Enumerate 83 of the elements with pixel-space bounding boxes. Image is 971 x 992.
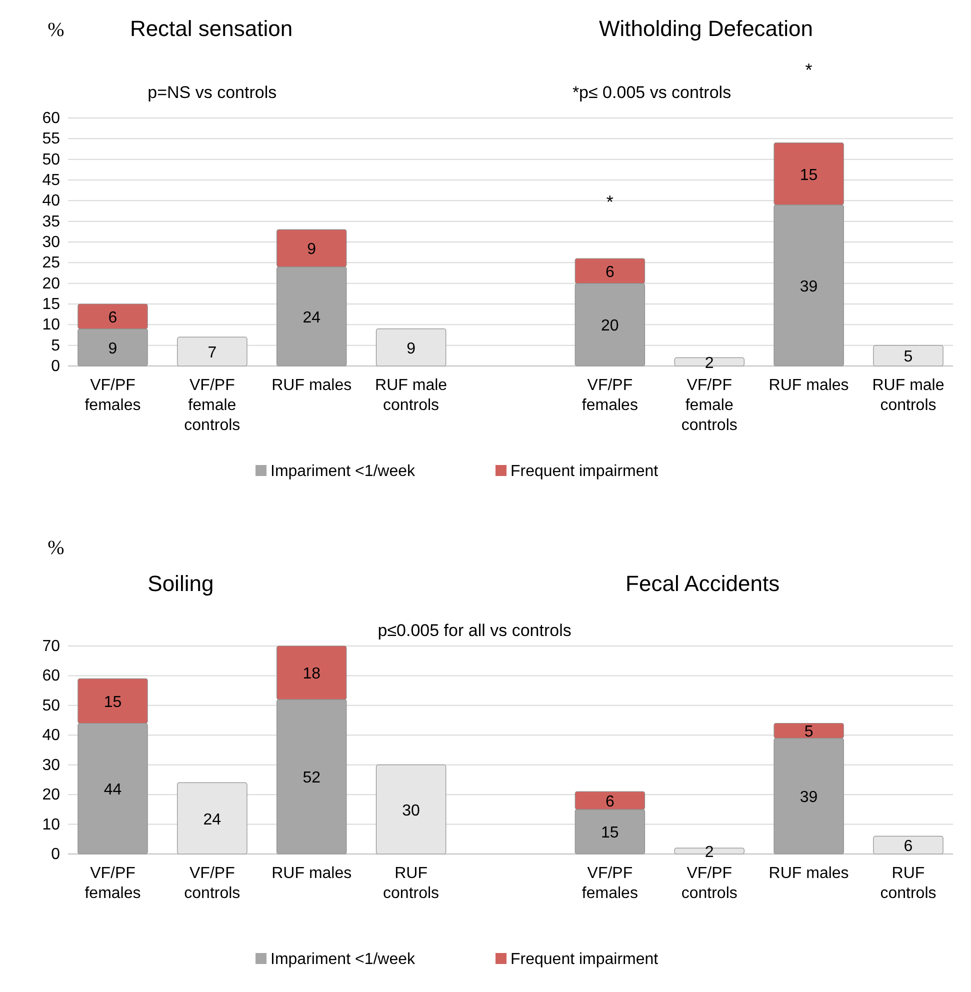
text: * [805,60,812,80]
data-label: 52 [302,770,321,787]
x-tick-label: RUF male controls [872,377,944,414]
data-label: 15 [104,694,122,711]
x-tick-label: RUF males [768,377,849,394]
annotation: * [606,192,614,212]
data-label: 2 [704,844,714,862]
y-tick-label: 50 [42,697,60,714]
bar [177,782,248,854]
x-tick-label: RUF controls [880,865,936,902]
legend-label: Frequent impairment [510,951,659,968]
y-tick-label: 15 [42,296,60,313]
data-label: 18 [302,666,321,683]
data-label: 9 [307,241,316,258]
y-tick-label: 10 [42,316,60,334]
x-tick-label: RUF male controls [375,377,448,414]
bar [873,345,944,366]
data-label: 24 [302,309,321,326]
x-tick-label: RUF males [768,865,849,882]
y-axis-title: % [48,19,64,41]
bar [873,836,944,854]
data-label: 6 [904,838,913,856]
y-tick-label: 30 [42,234,60,251]
x-tick-label: VF/PF females [582,377,638,414]
text: Fecal Accidents [626,571,780,596]
text: *p≤ 0.005 vs controls [572,83,732,102]
data-label: 2 [704,354,714,372]
data-label: 30 [402,802,420,820]
data-label: 9 [108,340,118,358]
data-label: 9 [406,340,416,358]
y-tick-label: 5 [51,337,60,354]
y-axis-title: % [48,537,64,559]
text: Soiling [148,571,214,596]
bar [674,357,744,366]
data-label: 6 [108,309,118,326]
data-label: 6 [605,794,614,811]
y-tick-label: 0 [51,846,60,863]
x-tick-label: VF/PF females [84,865,141,902]
x-tick-label: VF/PF females [582,865,638,902]
legend-label: Impariment <1/week [270,951,416,968]
bar [177,336,248,366]
y-tick-label: 35 [42,213,60,230]
legend-label: Impariment <1/week [270,463,416,480]
data-label: 5 [904,348,913,366]
x-tick-label: RUF males [272,377,352,394]
data-label: 7 [208,344,217,362]
x-tick-label: VF/PF females [84,377,141,414]
y-tick-label: 30 [42,756,60,774]
x-tick-label: VF/PF controls [184,865,240,902]
legend-label: Frequent impairment [510,463,659,480]
y-tick-label: 10 [42,816,60,834]
y-tick-label: 40 [42,192,60,210]
text: Rectal sensation [130,16,293,41]
text: Witholding Defecation [599,16,814,41]
y-tick-label: 25 [42,254,60,272]
data-label: 39 [800,789,818,806]
bar [376,764,446,854]
x-tick-label: VF/PF controls [681,865,738,902]
text: p≤0.005 for all vs controls [378,621,572,640]
data-label: 24 [203,811,222,828]
bar [376,328,446,366]
y-tick-label: 70 [42,638,60,655]
y-tick-label: 20 [42,786,60,804]
x-tick-label: RUF controls [383,865,440,902]
y-tick-label: 60 [42,110,60,127]
y-tick-label: 45 [42,172,60,189]
text: p=NS vs controls [148,83,277,102]
data-label: 15 [800,166,818,184]
y-tick-label: 50 [42,151,60,168]
y-tick-label: 55 [42,130,60,148]
x-tick-label: RUF males [272,865,352,882]
y-tick-label: 20 [42,275,60,292]
data-label: 39 [800,278,818,296]
x-tick-label: VF/PF female controls [681,377,738,434]
y-tick-label: 0 [51,358,60,375]
x-tick-label: VF/PF female controls [184,377,240,434]
data-label: 6 [605,264,614,281]
data-label: 15 [601,824,619,842]
data-label: 20 [601,318,619,335]
data-label: 44 [104,782,122,799]
y-tick-label: 60 [42,668,60,685]
data-label: 5 [804,724,814,741]
y-tick-label: 40 [42,727,60,744]
